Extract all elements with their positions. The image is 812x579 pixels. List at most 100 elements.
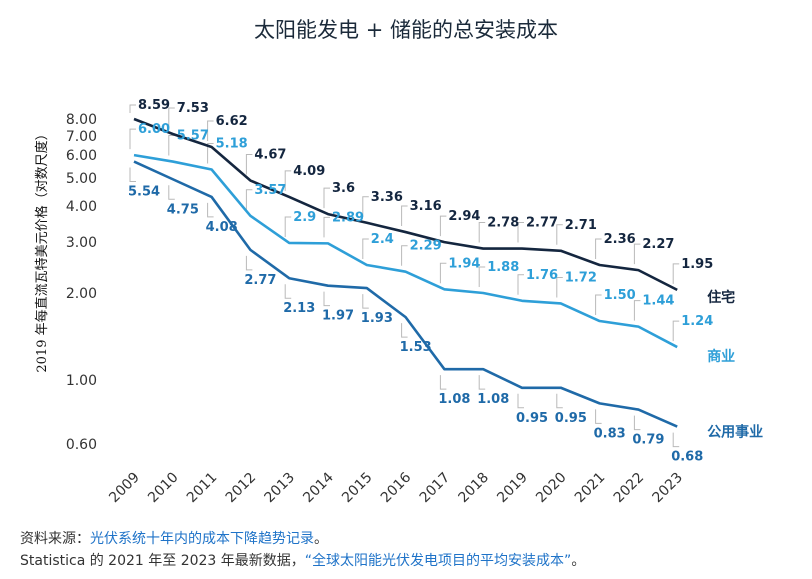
data-label: 4.09 (293, 164, 325, 179)
x-tick-label: 2023 (650, 470, 687, 507)
data-label: 1.72 (565, 270, 597, 285)
label-leader (439, 262, 447, 284)
data-label: 2.13 (283, 301, 315, 316)
label-leader (245, 154, 253, 175)
label-leader (401, 205, 408, 227)
series-name: 商业 (707, 348, 735, 365)
x-tick-label: 2022 (611, 470, 648, 507)
label-leader (478, 222, 486, 243)
chart-title: 太阳能发电 + 储能的总安装成本 (254, 18, 558, 42)
y-tick-label: 1.00 (66, 373, 97, 389)
label-leader (556, 393, 563, 409)
data-label: 2.27 (642, 237, 674, 252)
label-leader (478, 375, 486, 390)
y-tick-label: 7.00 (66, 129, 97, 145)
data-label: 3.16 (410, 199, 442, 214)
label-leader (323, 216, 330, 238)
label-leader (633, 300, 641, 321)
data-label: 2.4 (371, 232, 394, 247)
label-leader (517, 222, 524, 243)
label-leader (633, 243, 641, 265)
data-label: 1.08 (438, 392, 470, 407)
data-label: 5.57 (177, 129, 209, 144)
x-tick-label: 2011 (184, 470, 221, 507)
data-label: 2.9 (293, 210, 316, 225)
data-label: 1.53 (400, 340, 432, 355)
data-label: 1.97 (322, 309, 354, 324)
data-label: 2.71 (565, 218, 597, 233)
x-tick-label: 2020 (533, 470, 570, 507)
label-leader (362, 294, 369, 309)
label-leader (207, 202, 214, 218)
x-tick-label: 2016 (378, 469, 415, 506)
x-tick-label: 2010 (145, 470, 182, 507)
data-label: 4.75 (167, 202, 199, 217)
label-leader (168, 185, 175, 200)
label-leader (439, 215, 447, 237)
y-tick-label: 6.00 (66, 148, 97, 164)
data-label: 1.88 (487, 260, 519, 275)
data-label: 2.77 (526, 216, 558, 231)
data-label: 0.95 (555, 411, 587, 426)
label-leader (633, 415, 641, 431)
y-tick-label: 2.00 (66, 286, 97, 302)
series-line (133, 160, 678, 428)
label-leader (595, 409, 602, 424)
x-tick-label: 2012 (223, 470, 260, 507)
data-label: 3.36 (371, 190, 403, 205)
label-leader (245, 255, 253, 271)
data-label: 0.83 (594, 426, 626, 441)
data-label: 5.54 (128, 185, 160, 200)
series-name: 公用事业 (707, 424, 763, 441)
data-label: 7.53 (177, 101, 209, 116)
series-lines (133, 117, 678, 428)
label-leader (323, 291, 330, 307)
data-label: 1.24 (681, 314, 713, 329)
label-leader (207, 143, 214, 164)
source-suffix-2: 。 (571, 553, 586, 569)
data-label: 6.00 (138, 122, 170, 137)
x-tick-label: 2017 (417, 470, 454, 507)
label-leader (362, 238, 369, 259)
source-link-1[interactable]: 光伏系统十年内的成本下降趋势记录 (90, 531, 314, 547)
source-note: 资料来源：光伏系统十年内的成本下降趋势记录。 Statistica 的 2021… (20, 528, 585, 572)
data-label: 1.93 (361, 311, 393, 326)
source-link-2[interactable]: “全球太阳能光伏发电项目的平均安装成本” (304, 553, 572, 569)
y-axis-label: 2019 年每直流瓦特美元价格（对数尺度） (34, 127, 50, 372)
data-label: 0.79 (632, 433, 664, 448)
label-leader (284, 216, 292, 237)
x-tick-label: 2014 (300, 469, 337, 506)
label-leader (284, 170, 292, 191)
series-line (133, 117, 678, 292)
source-line-2: Statistica 的 2021 年至 2023 年最新数据，“全球太阳能光伏… (20, 550, 585, 572)
label-leader (362, 196, 369, 217)
y-tick-label: 0.60 (66, 437, 97, 453)
label-leader (672, 432, 680, 448)
data-label: 2.29 (410, 239, 442, 254)
label-leader (129, 167, 136, 183)
data-label: 1.08 (477, 392, 509, 407)
data-label: 1.50 (604, 288, 636, 303)
source-prefix-2: Statistica 的 2021 年至 2023 年最新数据， (20, 553, 305, 569)
label-leader (556, 224, 563, 245)
x-tick-label: 2018 (456, 470, 493, 507)
data-label: 1.44 (642, 294, 674, 309)
data-label: 4.67 (254, 148, 286, 163)
label-leader (129, 128, 136, 150)
data-label: 2.89 (332, 210, 364, 225)
label-leader (245, 189, 253, 210)
x-tick-label: 2015 (339, 470, 376, 507)
data-label: 6.62 (216, 114, 248, 129)
data-label: 8.59 (138, 98, 170, 113)
data-label: 2.77 (244, 273, 276, 288)
data-label: 3.6 (332, 181, 355, 196)
label-leader (556, 276, 563, 298)
data-label: 5.18 (216, 137, 248, 152)
data-labels: 8.59 7.53 6.62 4.67 4.09 3.6 3.36 3.16 2.94 2.78 2… (128, 98, 713, 465)
y-tick-label: 5.00 (66, 171, 97, 187)
source-suffix-1: 。 (314, 531, 328, 547)
label-leader (401, 245, 408, 266)
data-label: 0.95 (516, 411, 548, 426)
label-leader (672, 263, 680, 284)
series-line (133, 153, 678, 349)
